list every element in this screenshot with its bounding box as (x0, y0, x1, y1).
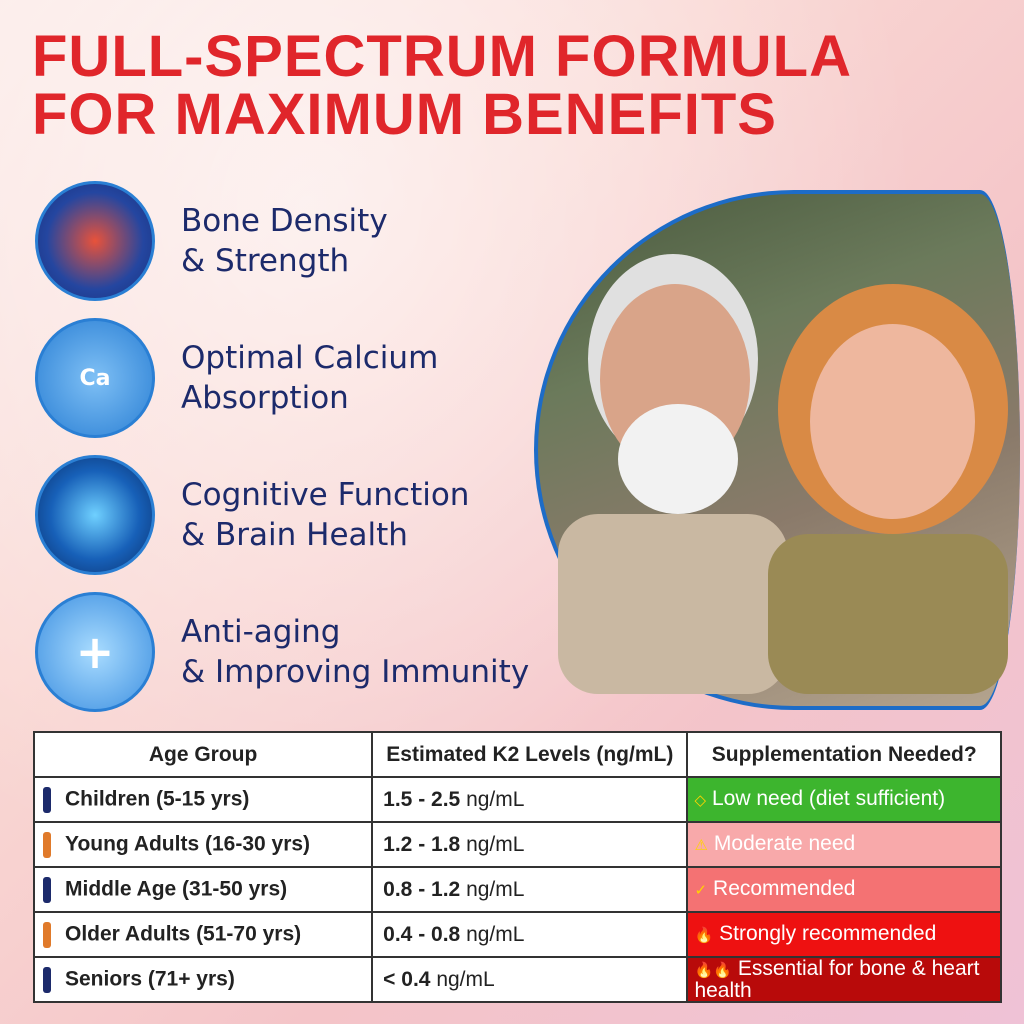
table-row: Older Adults (51-70 yrs) 0.4 - 0.8 ng/mL… (32, 911, 1002, 958)
benefit-title: Bone Density (181, 203, 388, 239)
level-unit: ng/mL (466, 832, 525, 856)
person-icon (43, 921, 51, 948)
woman-face (810, 324, 975, 519)
need-label: Moderate need (713, 831, 856, 855)
table-row: Seniors (71+ yrs) < 0.4 ng/mL 🔥🔥 Essentia… (32, 956, 1002, 1003)
senior-couple-photo (534, 190, 1020, 710)
age-group-label: Older Adults (51-70 yrs) (65, 922, 302, 946)
supplementation-cell: 🔥🔥 Essential for bone & heart health (686, 956, 1002, 1003)
age-cell: Seniors (71+ yrs) (32, 956, 374, 1003)
age-group-label: Children (5-15 yrs) (65, 787, 250, 811)
benefit-calcium: Ca Optimal Calcium Absorption (35, 318, 438, 438)
person-icon (43, 786, 51, 813)
benefit-immunity: + Anti-aging & Improving Immunity (35, 592, 529, 712)
table-row: Children (5-15 yrs) 1.5 - 2.5 ng/mL ◇ Low… (32, 776, 1002, 823)
need-icon: 🔥🔥 (694, 961, 732, 979)
supplementation-cell: 🔥 Strongly recommended (686, 911, 1002, 958)
level-value: 0.4 - 0.8 (383, 922, 461, 946)
benefit-cognitive: Cognitive Function & Brain Health (35, 455, 469, 575)
need-icon: ✓ (694, 881, 708, 899)
man-sweater (558, 514, 788, 694)
benefit-title: Anti-aging (181, 614, 341, 650)
supplementation-cell: ✓ Recommended (686, 866, 1002, 913)
k2-levels-table: Age Group Estimated K2 Levels (ng/mL) Su… (32, 731, 1002, 1003)
person-icon (43, 966, 51, 993)
level-value: 1.2 - 1.8 (383, 832, 461, 856)
shield-cross-icon: + (35, 592, 155, 712)
woman-scarf (768, 534, 1008, 694)
need-icon: ◇ (694, 791, 706, 809)
table-row: Middle Age (31-50 yrs) 0.8 - 1.2 ng/mL ✓… (32, 866, 1002, 913)
age-cell: Middle Age (31-50 yrs) (32, 866, 374, 913)
person-icon (43, 876, 51, 903)
need-icon: ⚠ (694, 836, 708, 854)
headline-line1: FULL-SPECTRUM FORMULA (32, 24, 853, 89)
need-label: Essential for bone & heart health (694, 956, 980, 1002)
bone-joint-icon (35, 181, 155, 301)
benefit-subtitle: Absorption (181, 380, 349, 416)
benefit-bone-density: Bone Density & Strength (35, 181, 388, 301)
benefit-subtitle: & Brain Health (181, 517, 408, 553)
benefit-subtitle: & Improving Immunity (181, 654, 530, 690)
level-cell: 1.2 - 1.8 ng/mL (371, 821, 689, 868)
need-label: Low need (diet sufficient) (712, 786, 946, 810)
level-cell: 0.8 - 1.2 ng/mL (371, 866, 689, 913)
level-value: 1.5 - 2.5 (383, 787, 461, 811)
level-cell: < 0.4 ng/mL (371, 956, 689, 1003)
calcium-knee-icon: Ca (35, 318, 155, 438)
age-group-label: Middle Age (31-50 yrs) (65, 877, 288, 901)
table-header-row: Age Group Estimated K2 Levels (ng/mL) Su… (32, 731, 1002, 778)
age-cell: Older Adults (51-70 yrs) (32, 911, 374, 958)
table-row: Young Adults (16-30 yrs) 1.2 - 1.8 ng/mL… (32, 821, 1002, 868)
header-age-group: Age Group (32, 731, 374, 778)
headline-line2: FOR MAXIMUM BENEFITS (32, 82, 777, 147)
need-label: Strongly recommended (719, 921, 937, 945)
age-group-label: Young Adults (16-30 yrs) (65, 832, 311, 856)
benefit-title: Optimal Calcium (181, 340, 439, 376)
level-cell: 0.4 - 0.8 ng/mL (371, 911, 689, 958)
age-cell: Young Adults (16-30 yrs) (32, 821, 374, 868)
supplementation-cell: ◇ Low need (diet sufficient) (686, 776, 1002, 823)
need-icon: 🔥 (694, 926, 714, 944)
header-k2-levels: Estimated K2 Levels (ng/mL) (371, 731, 689, 778)
supplementation-cell: ⚠ Moderate need (686, 821, 1002, 868)
level-value: 0.8 - 1.2 (383, 877, 461, 901)
headline: FULL-SPECTRUM FORMULA FOR MAXIMUM BENEFI… (32, 28, 852, 144)
brain-icon (35, 455, 155, 575)
age-group-label: Seniors (71+ yrs) (65, 967, 235, 991)
calcium-symbol: Ca (79, 365, 111, 391)
person-icon (43, 831, 51, 858)
age-cell: Children (5-15 yrs) (32, 776, 374, 823)
benefit-subtitle: & Strength (181, 243, 350, 279)
level-cell: 1.5 - 2.5 ng/mL (371, 776, 689, 823)
level-unit: ng/mL (466, 877, 525, 901)
need-label: Recommended (713, 876, 856, 900)
level-value: < 0.4 (383, 967, 431, 991)
cross-symbol: + (75, 625, 115, 679)
level-unit: ng/mL (466, 787, 525, 811)
level-unit: ng/mL (436, 967, 495, 991)
level-unit: ng/mL (466, 922, 525, 946)
benefit-title: Cognitive Function (181, 477, 470, 513)
header-supplementation: Supplementation Needed? (686, 731, 1002, 778)
man-beard (618, 404, 738, 514)
